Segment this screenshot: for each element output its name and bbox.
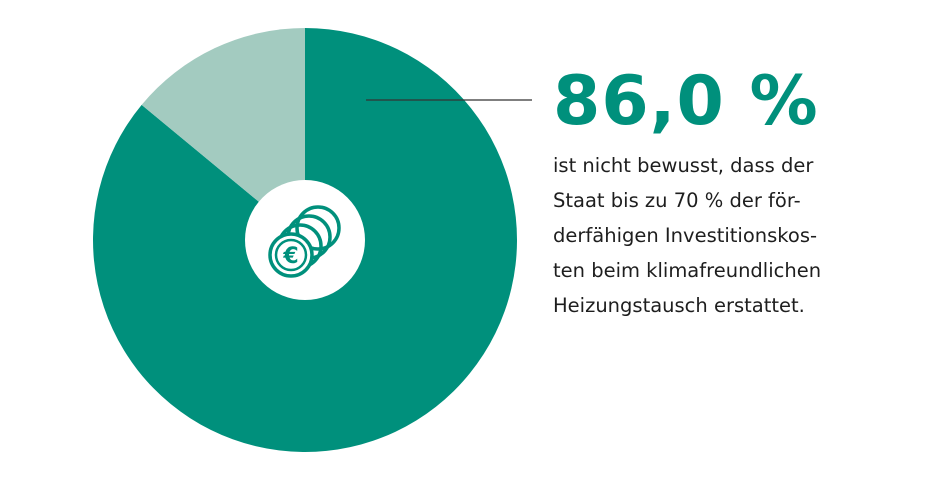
callout-description: ist nicht bewusst, dass der Staat bis zu… [553, 148, 923, 323]
description-line: Heizungstausch erstattet. [553, 294, 805, 317]
euro-coins-icon: € [245, 180, 365, 300]
callout: 86,0 % ist nicht bewusst, dass der Staat… [553, 62, 923, 323]
description-line: ten beim klimafreundlichen [553, 259, 822, 282]
description-line: Staat bis zu 70 % der för- [553, 189, 801, 212]
description-line: ist nicht bewusst, dass der [553, 154, 814, 177]
pie-slice-remainder [141, 27, 305, 240]
percentage-value: 86,0 % [553, 62, 819, 141]
description-line: derfähigen Investitionskos- [553, 224, 818, 247]
svg-text:€: € [282, 244, 298, 269]
